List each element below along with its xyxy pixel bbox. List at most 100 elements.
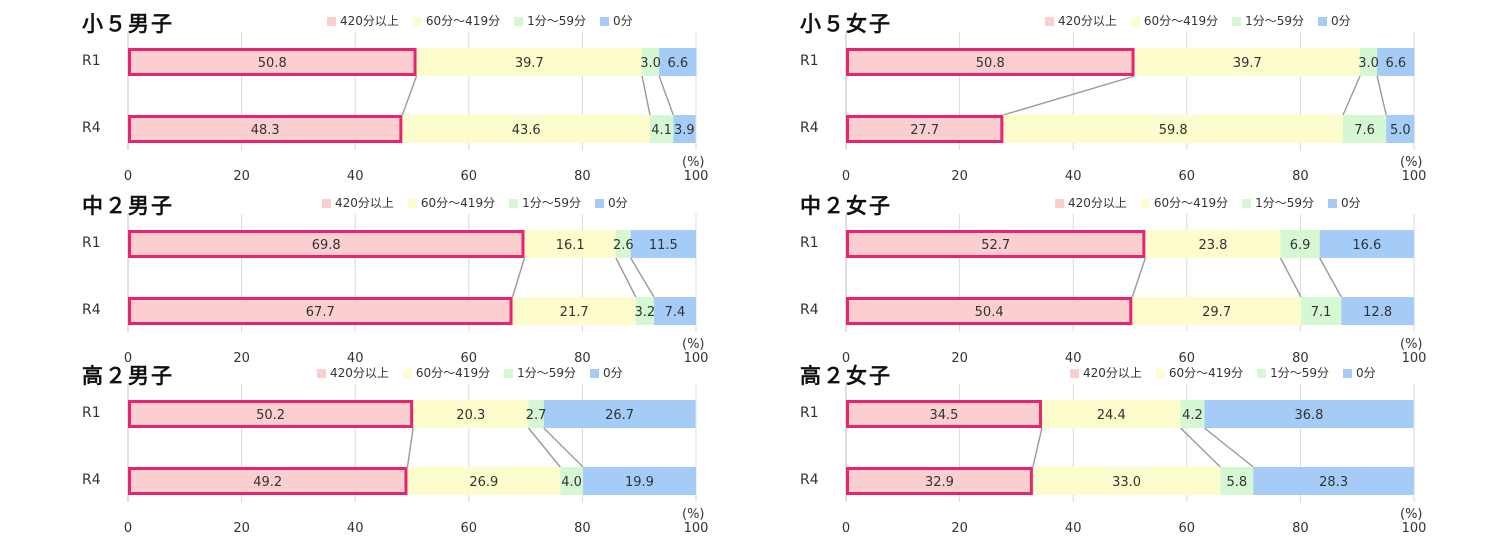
legend-label: 0分: [1341, 196, 1361, 210]
highlight-box: [846, 48, 1135, 76]
legend-item: 420分以上: [317, 366, 389, 380]
legend-item: 60分～419分: [402, 366, 491, 380]
chart-legend: 420分以上 60分～419分 1分～59分 0分: [1045, 14, 1365, 28]
legend-label: 1分～59分: [527, 14, 586, 28]
data-label: 26.7: [605, 408, 634, 423]
connector-line: [1319, 257, 1342, 298]
legend-item: 1分～59分: [514, 14, 586, 28]
data-label: 4.0: [561, 475, 582, 490]
highlight-box: [128, 115, 403, 143]
legend-label: 60分～419分: [425, 14, 501, 28]
tick-label: 20: [233, 169, 250, 184]
chart-title: 小５女子: [800, 12, 892, 36]
legend-swatch: [600, 16, 609, 26]
data-label: 28.3: [1319, 475, 1348, 490]
chart-panel: 中２男子 420分以上 60分～419分 1分～59分 0分 R1 R4 69.8 16.1 2.…: [82, 190, 782, 368]
legend-label: 0分: [1356, 366, 1376, 380]
data-label: 50.4: [975, 305, 1004, 320]
bar-segment: [1204, 400, 1414, 428]
bar-segment: [416, 48, 643, 76]
legend-item: 420分以上: [327, 14, 399, 28]
data-label: 3.2: [635, 305, 656, 320]
connector-line: [527, 427, 561, 468]
bar-segment: [1253, 467, 1414, 495]
legend-label: 0分: [608, 196, 628, 210]
bar-segment: [1032, 467, 1221, 495]
tick-label: 40: [1065, 351, 1082, 366]
data-label: 26.9: [469, 475, 498, 490]
category-label: R1: [82, 405, 101, 421]
tick-label: 0: [842, 169, 850, 184]
chart-legend: 420分以上 60分～419分 1分～59分 0分: [322, 196, 642, 210]
bar-segment: [1003, 115, 1343, 143]
bar-segment: [649, 115, 674, 143]
data-label: 69.8: [312, 238, 341, 253]
unit-label: (%): [682, 155, 705, 170]
connector-line: [1376, 75, 1387, 116]
tick-label: 80: [574, 351, 591, 366]
legend-label: 60分～419分: [1143, 14, 1219, 28]
legend-item: 0分: [1343, 366, 1376, 380]
data-label: 32.9: [925, 475, 954, 490]
chart-legend: 420分以上 60分～419分 1分～59分 0分: [1070, 366, 1390, 380]
bar-segment: [1341, 297, 1414, 325]
legend-label: 60分～419分: [415, 366, 491, 380]
chart-svg: 69.8 16.1 2.6 11.5 67.7 21.7 3.2 7.4 0 20 40 60 80 10…: [124, 214, 709, 366]
bar-segment: [1220, 467, 1254, 495]
legend-item: 0分: [600, 14, 633, 28]
highlight-box: [128, 297, 513, 325]
tick-label: 100: [684, 351, 709, 366]
legend-swatch: [1055, 198, 1064, 208]
tick-label: 20: [951, 169, 968, 184]
tick-label: 80: [1292, 169, 1309, 184]
bar-segment: [512, 297, 636, 325]
data-label: 7.1: [1311, 305, 1332, 320]
bar-segment: [128, 230, 525, 258]
highlight-box: [846, 115, 1004, 143]
legend-label: 420分以上: [1083, 366, 1142, 380]
data-label: 4.2: [1182, 408, 1203, 423]
legend-label: 0分: [1331, 14, 1351, 28]
unit-label: (%): [1400, 507, 1423, 522]
data-label: 34.5: [930, 408, 959, 423]
connector-line: [543, 427, 584, 468]
tick-label: 20: [951, 351, 968, 366]
data-label: 3.0: [640, 56, 661, 71]
data-label: 33.0: [1112, 475, 1141, 490]
bar-segment: [846, 115, 1004, 143]
chart-title: 中２女子: [800, 194, 892, 218]
legend-swatch: [1155, 368, 1165, 378]
legend-swatch: [1343, 368, 1352, 378]
legend-item: 0分: [1318, 14, 1351, 28]
data-label: 50.8: [976, 56, 1005, 71]
legend-swatch: [402, 368, 412, 378]
data-label: 21.7: [560, 305, 589, 320]
data-label: 50.8: [258, 56, 287, 71]
highlight-box: [128, 48, 417, 76]
tick-label: 80: [574, 169, 591, 184]
bar-segment: [642, 48, 660, 76]
tick-label: 40: [347, 169, 364, 184]
data-label: 12.8: [1363, 305, 1392, 320]
legend-label: 1分～59分: [1245, 14, 1304, 28]
bar-segment: [630, 230, 696, 258]
legend-swatch: [1070, 368, 1079, 378]
chart-title: 高２男子: [82, 364, 174, 388]
tick-label: 0: [842, 521, 850, 536]
connector-line: [511, 257, 526, 298]
chart-panel: 中２女子 420分以上 60分～419分 1分～59分 0分 R1 R4 52.7 23.8 6.…: [800, 190, 1485, 368]
legend-swatch: [1257, 368, 1267, 378]
data-label: 19.9: [625, 475, 654, 490]
bar-segment: [1134, 48, 1361, 76]
connector-line: [641, 75, 651, 116]
category-label: R4: [800, 302, 819, 318]
tick-label: 20: [233, 521, 250, 536]
legend-label: 420分以上: [1058, 14, 1117, 28]
bar-segment: [1132, 297, 1301, 325]
bar-segment: [1280, 230, 1320, 258]
bar-segment: [846, 230, 1146, 258]
category-label: R4: [800, 472, 819, 488]
connector-line: [615, 257, 637, 298]
tick-label: 0: [124, 351, 132, 366]
